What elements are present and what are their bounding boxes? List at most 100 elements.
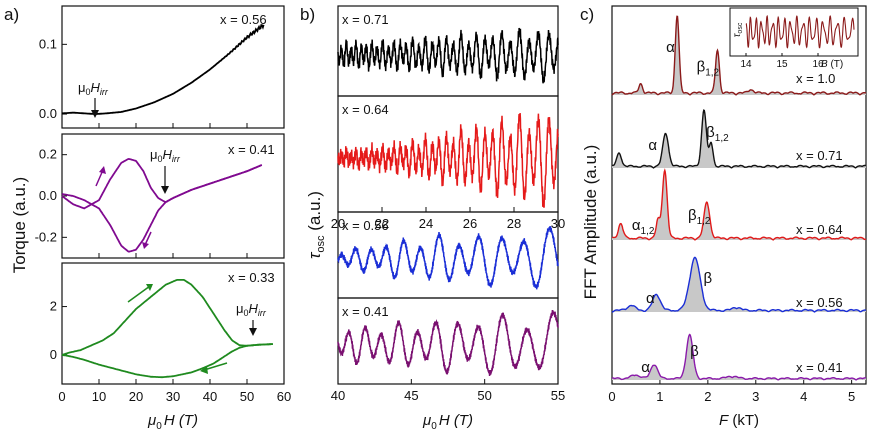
panel-c-xtick-label: 4 [800,389,807,404]
panel-c2-peak-label: β1,2 [706,124,729,144]
panel-c1-peak-label: β1,2 [697,58,720,78]
panel-a1-ytick-label: 0.1 [39,36,57,51]
panel-c3-series [611,168,867,241]
panel-c-inset-xtick-label: 14 [740,59,752,70]
panel-b1-composition: x = 0.71 [342,12,389,27]
panel-b-xtick-label: 22 [375,216,389,231]
panel-a1-series-1 [61,24,265,116]
panel-c1-area [612,16,866,95]
panel-a-xtick-label: 40 [203,389,217,404]
panel-c3-composition: x = 0.64 [796,222,843,237]
panel-c-xlabel: F (kT) [719,412,759,429]
panel-a-xtick-label: 50 [240,389,254,404]
panel-c-inset-xtick-label: 16 [812,59,824,70]
panel-a-ylabel: Torque (a.u.) [10,177,29,273]
panel-a3-sweep-arrows [127,284,228,374]
panel-b-xtick-label: 55 [551,388,565,403]
panel-b-xtick-label: 30 [551,216,565,231]
panel-b-ylabel: τosc (a.u.) [305,191,327,259]
panel-c-xtick-label: 0 [608,389,615,404]
panel-c-inset-series [745,14,855,49]
panel-b-xtick-label: 28 [507,216,521,231]
panel-a2-series-2 [61,164,263,253]
panel-c-inset-xlabel: B (T) [821,59,843,70]
panel-c4-peak-label: β [704,270,713,287]
svg-text:μ0Hirr: μ0Hirr [236,301,267,318]
panel-a1-hirr-annotation: μ0Hirr [78,80,109,118]
panel-a3-series-2 [61,343,273,379]
panel-c1-composition: x = 1.0 [796,71,835,86]
panel-a2-ytick-label: 0.2 [39,147,57,162]
panel-c2-peak-label: α [648,137,657,154]
panel-b-ticks: 20 22 24 26 28 30 40 45 50 55 [331,207,565,403]
panel-c5-peak-label: α [641,359,650,376]
panel-b4-series [337,309,559,377]
panel-c-xtick-label: 3 [752,389,759,404]
panel-c-ticks: 0 1 2 3 4 5 [608,379,855,404]
panel-b3-series [337,226,559,290]
panel-c3-peak-label: β1,2 [688,207,711,227]
panel-a3-ytick-label: 2 [50,299,57,314]
panel-c5-peak-label: β [690,343,699,360]
panel-c1-peak-label: α [666,39,675,56]
panel-c-label: c) [580,5,594,24]
panel-c4-peak-label: α [646,290,655,307]
panel-a-xlabel: μ0 H (T) [147,412,198,432]
panel-a2-composition: x = 0.41 [228,142,275,157]
panel-c1-series [611,15,867,96]
panel-c: c) FFT Amplitude (a.u.) 0 1 2 3 4 5 α β1,2 α β1,… [580,5,867,429]
panel-b-xtick-label: 26 [463,216,477,231]
panel-b-xtick-label: 40 [331,388,345,403]
panel-b1-series [337,27,559,84]
panel-c2-composition: x = 0.71 [796,148,843,163]
panel-b2-composition: x = 0.64 [342,102,389,117]
panel-a-xtick-label: 0 [58,389,65,404]
panel-b-label: b) [300,5,315,24]
panel-a-xtick-label: 10 [92,389,106,404]
panel-a3-composition: x = 0.33 [228,270,275,285]
panel-b4-composition: x = 0.41 [342,304,389,319]
panel-a3-hirr-annotation: μ0Hirr [236,301,267,336]
panel-a2-series-1 [61,157,263,210]
svg-text:μ0Hirr: μ0Hirr [150,147,181,164]
panel-b-frame-4 [337,297,559,385]
panel-c3-area [612,170,866,240]
panel-b-xlabel: μ0 H (T) [422,412,473,432]
panel-a-curves [61,24,273,379]
panel-a3-series-1 [61,278,273,356]
panel-c5-series [612,333,866,381]
panel-a2-hirr-annotation: μ0Hirr [150,147,181,194]
panel-a2-ytick-label: -0.2 [35,229,57,244]
panel-c3-peak-label: α1,2 [632,217,655,237]
panel-a3-ytick-label: 0 [50,347,57,362]
panel-c-xtick-label: 5 [848,389,855,404]
panel-a2-ytick-label: 0.0 [39,188,57,203]
panel-c-inset-curve: 14 15 16 [740,14,855,70]
panel-c-xtick-label: 1 [656,389,663,404]
panel-c-inset-xtick-label: 15 [776,59,788,70]
panel-b-xtick-label: 20 [331,216,345,231]
panel-a-xtick-label: 20 [129,389,143,404]
panel-c4-composition: x = 0.56 [796,295,843,310]
panel-c-frame [611,5,867,385]
panel-c4-series [611,256,867,313]
svg-text:μ0Hirr: μ0Hirr [78,80,109,97]
panel-a1-ytick-label: 0.0 [39,106,57,121]
panel-b-xtick-label: 45 [404,388,418,403]
panel-a1-composition: x = 0.56 [220,12,267,27]
panel-b: b) τosc (a.u.) 20 22 24 26 28 30 40 45 50 55 x = … [300,5,565,432]
panel-c2-series [611,109,867,169]
panel-c-spectra [611,15,867,381]
panel-a-xtick-label: 60 [277,389,291,404]
panel-c-xtick-label: 2 [704,389,711,404]
panel-a2-sweep-arrows [95,166,152,249]
panel-b-xtick-label: 24 [419,216,433,231]
panel-c-peak-labels: α β1,2 α β1,2 α1,2 β1,2 α β α β [632,39,729,376]
panel-a-xtick-label: 30 [166,389,180,404]
panel-b-curves [337,27,559,377]
panel-b-xtick-label: 50 [477,388,491,403]
panel-c-inset: 14 15 16 τosc B (T) [729,7,859,70]
